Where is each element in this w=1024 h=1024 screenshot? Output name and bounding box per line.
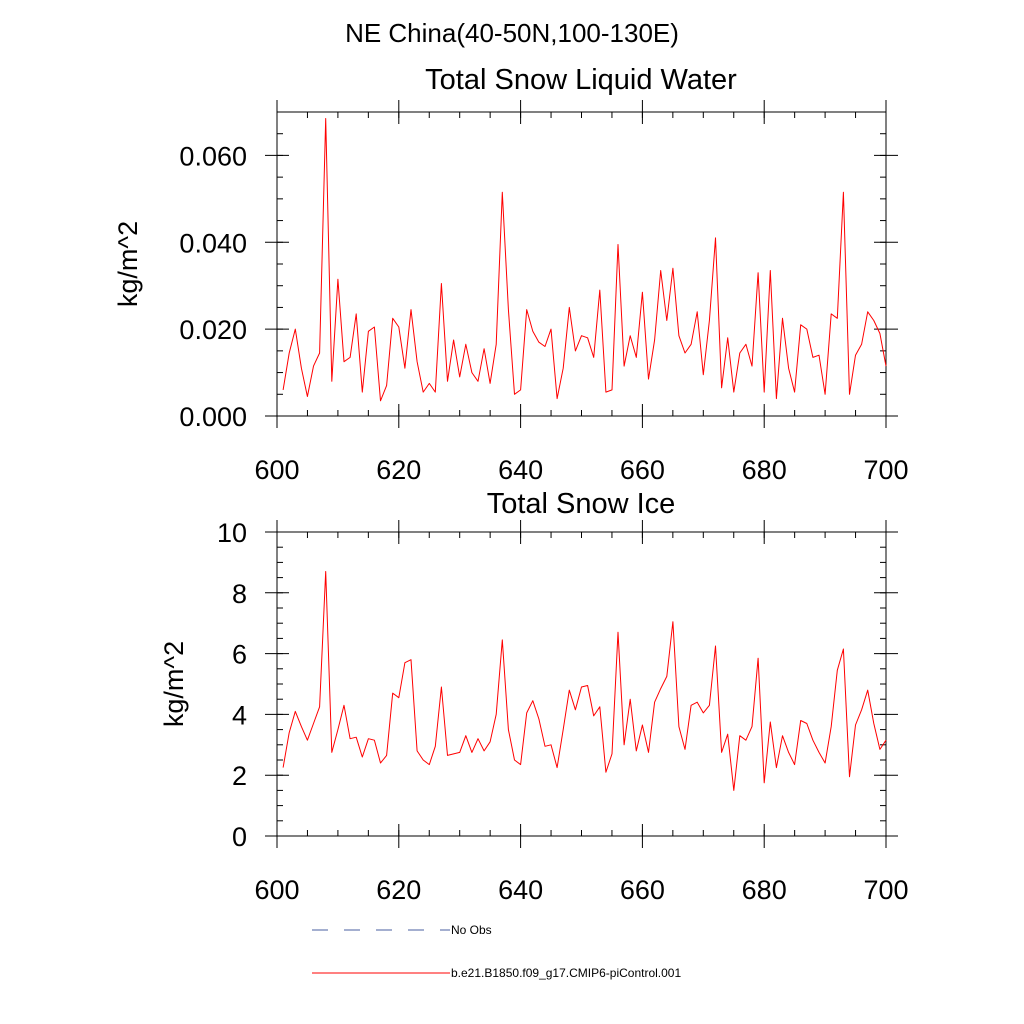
y-tick-label: 4 [232, 700, 247, 730]
x-tick-label: 600 [254, 875, 299, 905]
y-tick-label: 0.000 [179, 402, 247, 432]
x-tick-label: 680 [742, 455, 787, 485]
y-tick-label: 6 [232, 640, 247, 670]
y-axis-label: kg/m^2 [113, 221, 143, 307]
legend: No Obs b.e21.B1850.f09_g17.CMIP6-piContr… [312, 923, 681, 980]
series-line [282, 571, 887, 791]
x-tick-label: 680 [742, 875, 787, 905]
x-tick-label: 600 [254, 455, 299, 485]
y-tick-label: 0.040 [179, 228, 247, 258]
y-tick-label: 10 [217, 518, 247, 548]
x-tick-label: 620 [376, 455, 421, 485]
y-tick-label: 8 [232, 579, 247, 609]
y-tick-label: 0 [232, 822, 247, 852]
plot-frame [276, 531, 887, 837]
x-tick-label: 700 [863, 455, 908, 485]
x-tick-label: 620 [376, 875, 421, 905]
x-tick-label: 660 [620, 875, 665, 905]
x-tick-label: 660 [620, 455, 665, 485]
panel-snow-liquid-water: Total Snow Liquid Water kg/m^2 600 620 640… [113, 64, 909, 485]
panel-snow-ice: Total Snow Ice kg/m^2 600 620 640 660 680 700… [159, 488, 909, 905]
series-line [282, 118, 887, 402]
panel-title: Total Snow Ice [487, 488, 676, 520]
legend-label-obs: No Obs [451, 923, 492, 937]
y-axis-label: kg/m^2 [159, 641, 189, 727]
plot-area: 600 620 640 660 680 700 0 2 4 6 8 10 [217, 518, 909, 905]
panel-title: Total Snow Liquid Water [425, 64, 737, 96]
y-tick-label: 0.020 [179, 315, 247, 345]
legend-label-model: b.e21.B1850.f09_g17.CMIP6-piControl.001 [451, 966, 681, 980]
figure-title: NE China(40-50N,100-130E) [345, 18, 679, 48]
y-tick-label: 0.060 [179, 141, 247, 171]
plot-area: 600 620 640 660 680 700 0.000 0.020 0.040 0.060 [179, 100, 909, 485]
x-tick-label: 700 [863, 875, 908, 905]
x-tick-label: 640 [498, 875, 543, 905]
plot-frame [276, 111, 887, 417]
x-tick-label: 640 [498, 455, 543, 485]
y-tick-label: 2 [232, 761, 247, 791]
